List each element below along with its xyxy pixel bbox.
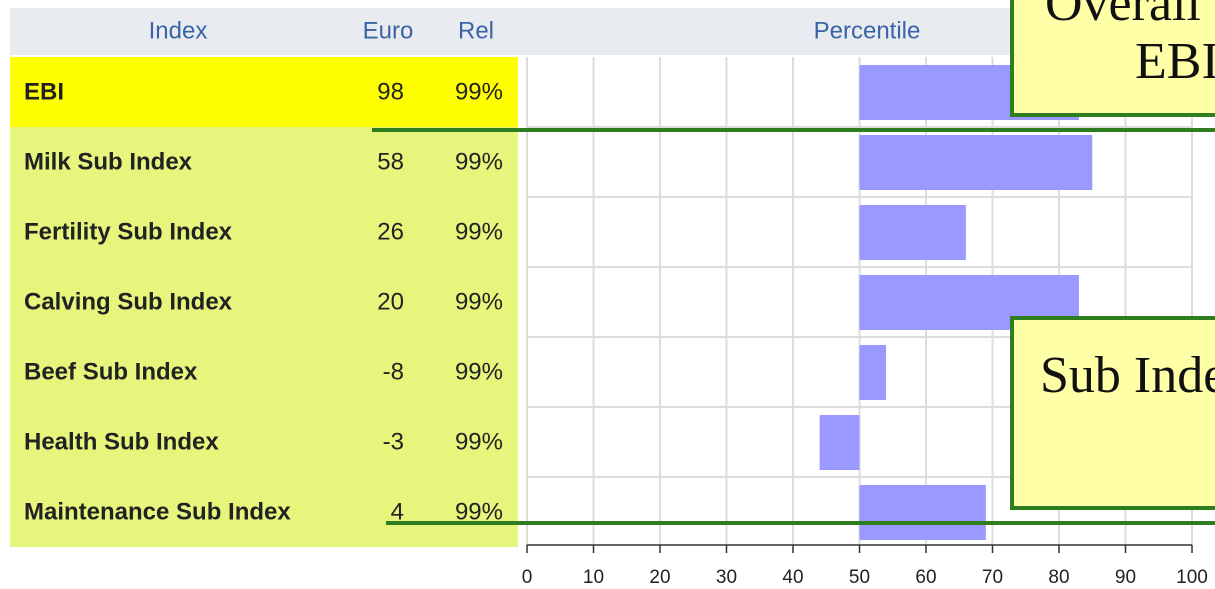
x-tick-label: 80 [1048, 567, 1069, 588]
percentile-bar [859, 485, 986, 540]
callout-box [1010, 0, 1215, 117]
callout-text: EBI [1135, 33, 1215, 90]
row-background [10, 267, 518, 337]
x-tick-label: 100 [1176, 567, 1208, 588]
x-tick-label: 30 [716, 567, 737, 588]
index-name: EBI [24, 78, 64, 105]
row-background [10, 57, 518, 127]
percentile-bar [859, 135, 1093, 190]
column-header: Percentile [814, 17, 921, 44]
x-tick-label: 10 [583, 567, 604, 588]
callout-text: Sub Index [1040, 347, 1215, 404]
x-tick-label: 60 [915, 567, 936, 588]
row-background [10, 127, 518, 197]
callout-box [1010, 316, 1215, 510]
column-header: Index [149, 17, 208, 44]
euro-value: 20 [377, 288, 404, 315]
percentile-bar [859, 345, 887, 400]
rel-value: 99% [455, 288, 503, 315]
rel-value: 99% [455, 498, 503, 525]
index-name: Milk Sub Index [24, 148, 193, 175]
column-header: Euro [363, 17, 414, 44]
rel-value: 99% [455, 358, 503, 385]
callout-text: Overall [1045, 0, 1201, 32]
row-background [10, 407, 518, 477]
percentile-bar [819, 415, 860, 470]
euro-value: 4 [391, 498, 404, 525]
x-tick-label: 0 [522, 567, 533, 588]
rel-value: 99% [455, 78, 503, 105]
x-tick-label: 40 [782, 567, 803, 588]
index-name: Calving Sub Index [24, 288, 233, 315]
euro-value: 26 [377, 218, 404, 245]
index-name: Fertility Sub Index [24, 218, 233, 245]
index-name: Health Sub Index [24, 428, 219, 455]
index-name: Maintenance Sub Index [24, 498, 291, 525]
euro-value: -8 [383, 358, 404, 385]
euro-value: 58 [377, 148, 404, 175]
x-tick-label: 90 [1115, 567, 1136, 588]
index-name: Beef Sub Index [24, 358, 198, 385]
euro-value: -3 [383, 428, 404, 455]
percentile-bar [859, 205, 966, 260]
x-tick-label: 20 [649, 567, 670, 588]
rel-value: 99% [455, 148, 503, 175]
euro-value: 98 [377, 78, 404, 105]
x-tick-label: 50 [849, 567, 870, 588]
row-background [10, 477, 518, 547]
x-tick-label: 70 [982, 567, 1003, 588]
rel-value: 99% [455, 218, 503, 245]
row-background [10, 197, 518, 267]
column-header: Rel [458, 17, 494, 44]
row-background [10, 337, 518, 407]
rel-value: 99% [455, 428, 503, 455]
